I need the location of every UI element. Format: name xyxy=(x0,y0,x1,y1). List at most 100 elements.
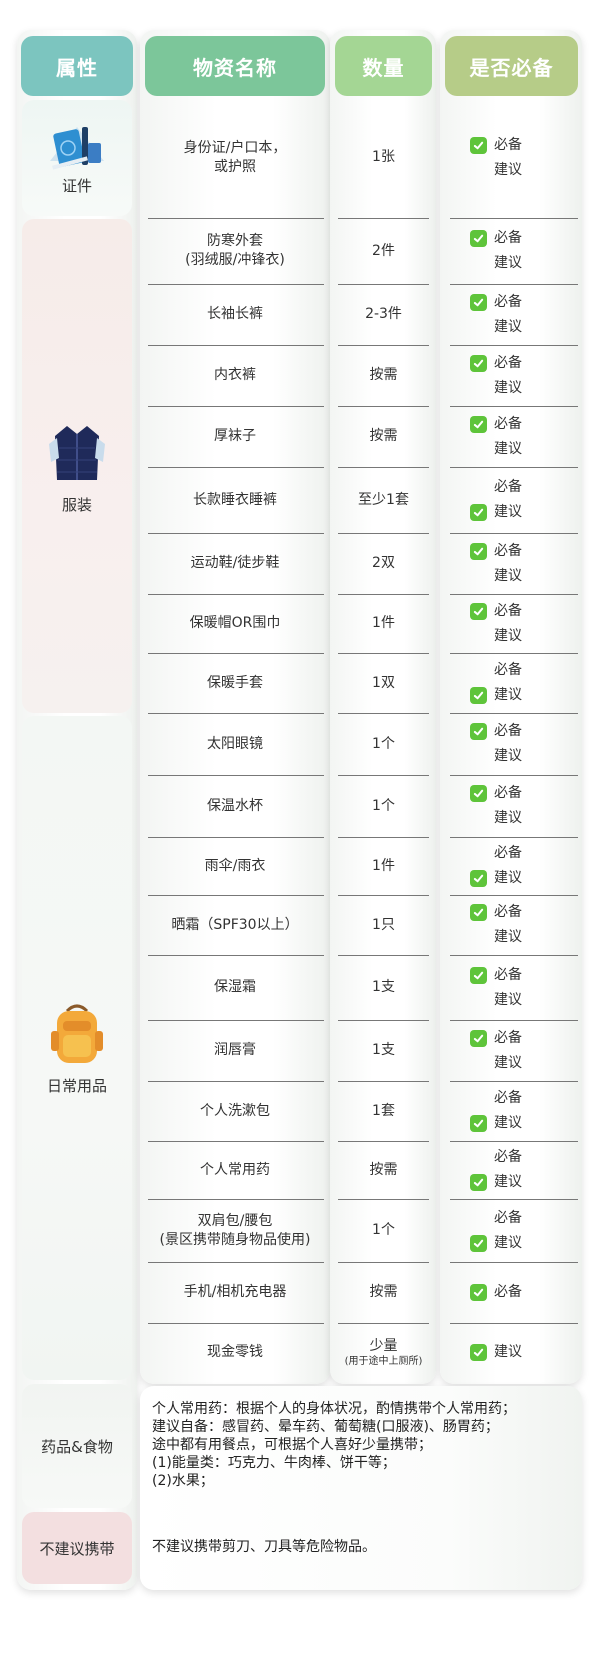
option-label: 必备 xyxy=(494,354,522,371)
option-label: 建议 xyxy=(494,810,522,826)
checkbox-checked-icon xyxy=(470,904,487,921)
option-label: 必备 xyxy=(494,723,522,739)
option-required: 必备 xyxy=(470,475,522,500)
option-required: 必备 xyxy=(470,963,522,988)
option-suggested: 建议 xyxy=(470,500,522,525)
row-divider xyxy=(148,837,324,838)
item-quantity-cell: 2双 xyxy=(335,533,432,594)
option-label: 建议 xyxy=(494,161,522,178)
row-divider xyxy=(450,533,578,534)
row-divider xyxy=(148,406,324,407)
item-quantity: 2件 xyxy=(372,242,395,259)
checkbox-checked-icon xyxy=(470,415,487,433)
option-suggested: 建议 xyxy=(470,988,522,1013)
required-status: 必备 建议 xyxy=(470,226,522,276)
option-required: 必备 xyxy=(470,781,522,806)
row-divider xyxy=(338,284,429,285)
option-suggested: 建议 xyxy=(470,1051,522,1076)
required-status: 必备 建议 xyxy=(470,1026,522,1076)
checkbox-checked-icon xyxy=(470,1234,487,1252)
option-label: 必备 xyxy=(494,966,522,983)
row-divider xyxy=(450,1081,578,1082)
option-required: 必备 xyxy=(470,133,522,158)
option-label: 建议 xyxy=(494,1174,522,1190)
item-name: 保温水杯 xyxy=(207,797,263,814)
item-name: 个人常用药 xyxy=(200,1161,270,1178)
option-label: 建议 xyxy=(494,748,522,764)
row-divider xyxy=(338,1199,429,1200)
item-quantity-cell: 1个 xyxy=(335,775,432,837)
row-divider xyxy=(338,895,429,896)
row-divider xyxy=(148,955,324,956)
checkbox-checked-icon xyxy=(470,542,487,560)
row-divider xyxy=(148,1081,324,1082)
category-daily-items: 日常用品 xyxy=(22,716,132,1380)
row-divider xyxy=(338,406,429,407)
item-quantity: 1支 xyxy=(372,979,395,995)
required-status: 必备 建议 xyxy=(470,841,522,891)
row-divider xyxy=(338,345,429,346)
required-status: 必备建议 xyxy=(470,963,522,1013)
option-required: 必备 xyxy=(470,1280,522,1305)
option-required: 必备 xyxy=(470,1026,522,1051)
option-suggested: 建议 xyxy=(470,1340,522,1365)
header-item: 物资名称 xyxy=(145,36,325,96)
row-divider xyxy=(148,1141,324,1142)
item-name: 运动鞋/徒步鞋 xyxy=(190,555,280,571)
required-status: 必备建议 xyxy=(470,351,522,401)
option-label: 建议 xyxy=(494,929,522,945)
option-label: 必备 xyxy=(494,904,522,920)
checkbox-checked-icon xyxy=(470,966,487,984)
category-not-recommended: 不建议携带 xyxy=(22,1512,132,1584)
option-suggested: 建议 xyxy=(470,376,522,401)
option-suggested: 建议 xyxy=(470,1231,522,1256)
row-divider xyxy=(450,955,578,956)
required-status: 必备 建议 xyxy=(470,719,522,769)
note-line: (2)水果； xyxy=(152,1473,214,1489)
item-quantity: 少量 xyxy=(369,1337,398,1354)
row-divider xyxy=(338,837,429,838)
category-label: 药品&食物 xyxy=(41,1437,113,1456)
notes-card xyxy=(140,1386,582,1590)
option-suggested: 建议 xyxy=(470,437,522,462)
item-name: 长袖长裤 xyxy=(207,306,263,322)
item-quantity: 1套 xyxy=(372,1102,395,1119)
row-divider xyxy=(338,955,429,956)
row-divider xyxy=(338,713,429,714)
option-label: 建议 xyxy=(494,687,522,703)
checkbox-checked-icon xyxy=(470,293,487,311)
row-divider xyxy=(148,594,324,595)
row-divider xyxy=(148,533,324,534)
option-label: 建议 xyxy=(494,504,522,520)
required-status: 必备建议 xyxy=(470,781,522,831)
option-label: 必备 xyxy=(494,602,522,619)
required-status: 必备 建议 xyxy=(470,475,522,525)
option-required: 必备 xyxy=(470,599,522,624)
row-divider xyxy=(148,1020,324,1021)
option-label: 必备 xyxy=(494,662,522,678)
item-quantity-cell: 2-3件 xyxy=(335,284,432,345)
checkbox-checked-icon xyxy=(470,504,487,521)
option-required: 必备 xyxy=(470,1145,522,1170)
option-suggested: 建议 xyxy=(470,315,522,340)
checkbox-checked-icon xyxy=(470,136,487,154)
item-quantity: 1双 xyxy=(372,674,395,691)
required-status: 必备 建议 xyxy=(470,412,522,462)
required-status: 必备建议 xyxy=(470,1145,522,1195)
required-status: 必备建议 xyxy=(470,133,522,183)
category-label: 不建议携带 xyxy=(39,1539,115,1558)
row-divider xyxy=(450,653,578,654)
row-divider xyxy=(338,1323,429,1324)
option-label: 建议 xyxy=(494,627,522,644)
option-label: 必备 xyxy=(494,1090,522,1106)
item-quantity: 1个 xyxy=(372,797,395,814)
option-label: 必备 xyxy=(494,845,522,861)
row-divider xyxy=(450,775,578,776)
option-suggested: 建议 xyxy=(470,806,522,831)
item-name: 身份证/户口本， 或护照 xyxy=(183,139,287,175)
row-divider xyxy=(148,713,324,714)
item-quantity-cell: 至少1套 xyxy=(335,467,432,533)
option-suggested: 建议 xyxy=(470,624,522,649)
option-label: 建议 xyxy=(494,440,522,457)
option-label: 必备 xyxy=(494,479,522,495)
